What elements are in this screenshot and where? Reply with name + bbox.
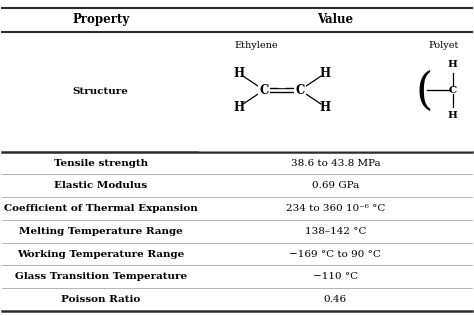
- Text: H: H: [448, 60, 457, 69]
- Text: C: C: [259, 83, 269, 97]
- Text: 38.6 to 43.8 MPa: 38.6 to 43.8 MPa: [291, 159, 380, 167]
- Text: Elastic Modulus: Elastic Modulus: [54, 181, 147, 190]
- Text: Tensile strength: Tensile strength: [54, 159, 148, 167]
- Text: Coefficient of Thermal Expansion: Coefficient of Thermal Expansion: [4, 204, 198, 213]
- Text: H: H: [319, 67, 330, 80]
- Text: C: C: [448, 86, 457, 94]
- Text: H: H: [319, 100, 330, 113]
- Text: =: =: [273, 83, 291, 96]
- Text: Ethylene: Ethylene: [234, 41, 278, 50]
- Text: H: H: [448, 111, 457, 120]
- Text: Property: Property: [72, 13, 129, 26]
- Text: −110 °C: −110 °C: [313, 272, 358, 281]
- Text: C: C: [259, 83, 269, 97]
- Text: C: C: [295, 83, 305, 97]
- Text: Structure: Structure: [73, 87, 128, 96]
- Text: −169 °C to 90 °C: −169 °C to 90 °C: [290, 250, 381, 258]
- Text: Working Temperature Range: Working Temperature Range: [17, 250, 184, 258]
- Text: Poisson Ratio: Poisson Ratio: [61, 295, 140, 304]
- Text: Melting Temperature Range: Melting Temperature Range: [19, 227, 182, 236]
- Text: 138–142 °C: 138–142 °C: [305, 227, 366, 236]
- Text: (: (: [416, 70, 433, 113]
- Text: 234 to 360 10⁻⁶ °C: 234 to 360 10⁻⁶ °C: [286, 204, 385, 213]
- Text: H: H: [234, 100, 245, 113]
- Text: H: H: [234, 67, 245, 80]
- Text: 0.46: 0.46: [324, 295, 347, 304]
- Text: 0.69 GPa: 0.69 GPa: [312, 181, 359, 190]
- Text: Glass Transition Temperature: Glass Transition Temperature: [15, 272, 187, 281]
- Text: Value: Value: [317, 13, 354, 26]
- Text: C: C: [295, 83, 305, 97]
- Text: Polyet: Polyet: [428, 41, 458, 50]
